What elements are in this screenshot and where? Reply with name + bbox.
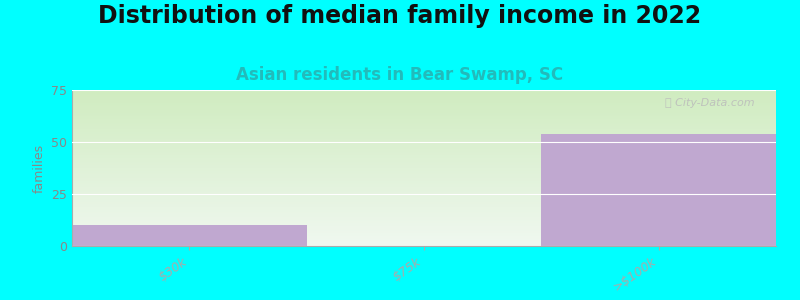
- Bar: [542, 134, 776, 246]
- Text: Asian residents in Bear Swamp, SC: Asian residents in Bear Swamp, SC: [237, 66, 563, 84]
- Y-axis label: families: families: [33, 143, 46, 193]
- Text: Distribution of median family income in 2022: Distribution of median family income in …: [98, 4, 702, 28]
- Text: ⓘ City-Data.com: ⓘ City-Data.com: [666, 98, 755, 108]
- Bar: [72, 225, 306, 246]
